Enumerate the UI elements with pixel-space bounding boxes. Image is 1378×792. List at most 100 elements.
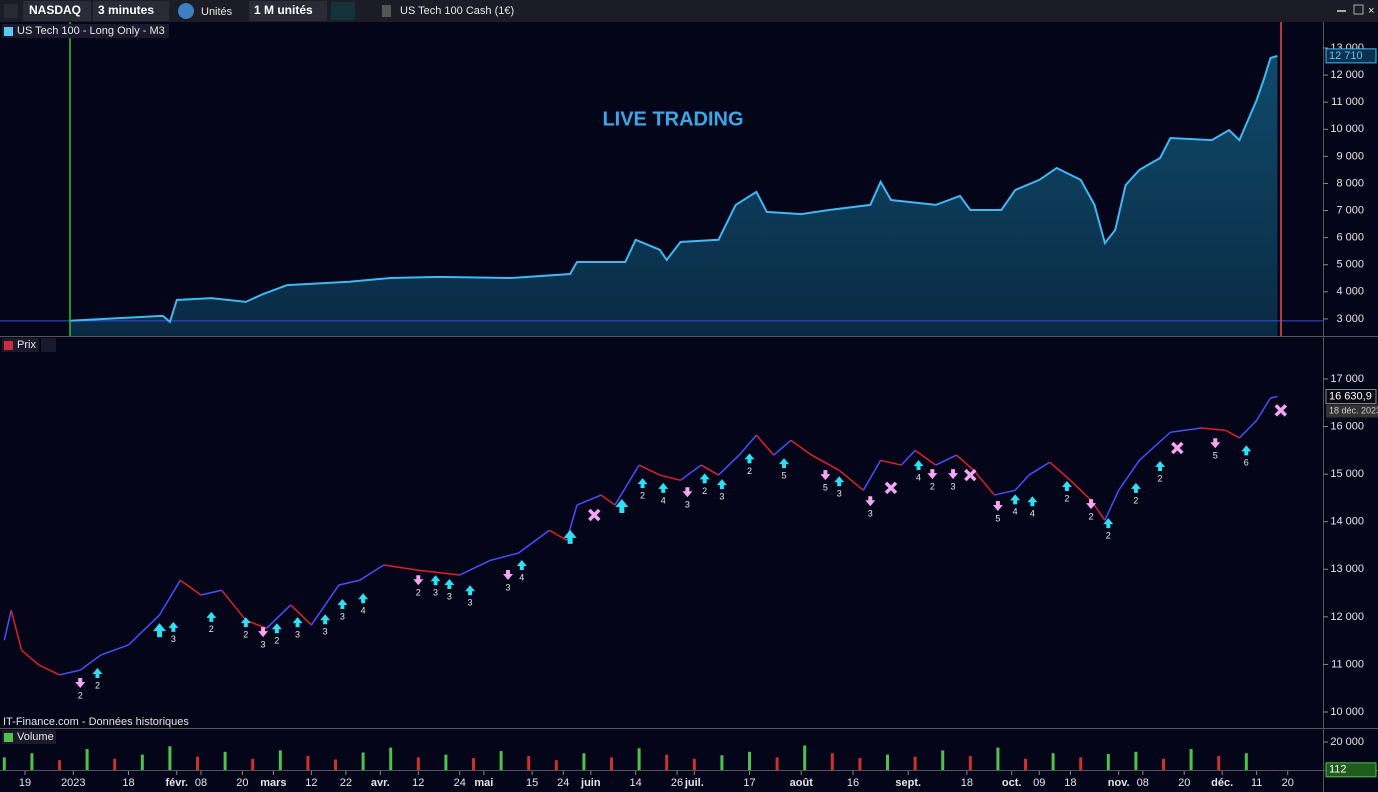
x-tick-label: 12 bbox=[305, 777, 317, 789]
x-tick-label: 19 bbox=[19, 777, 31, 789]
instrument-select[interactable] bbox=[23, 1, 91, 21]
price-segment bbox=[338, 579, 360, 586]
signal-count: 4 bbox=[661, 495, 666, 505]
y-tick-label: 14 000 bbox=[1330, 516, 1364, 528]
x-tick-label: 18 bbox=[122, 777, 134, 789]
entry-arrow bbox=[563, 529, 577, 544]
units-icon[interactable] bbox=[178, 3, 194, 19]
volume-bar bbox=[1134, 751, 1138, 770]
volume-bar bbox=[610, 757, 614, 770]
maximize[interactable] bbox=[1353, 4, 1364, 15]
close[interactable]: × bbox=[1368, 5, 1374, 17]
price-segment bbox=[717, 454, 740, 476]
last-date-label: 18 déc. 2023 bbox=[1329, 405, 1378, 415]
y-tick-label: 5 000 bbox=[1336, 259, 1364, 271]
buy-arrow bbox=[834, 476, 845, 487]
volume-bar bbox=[1024, 758, 1028, 770]
exit-mark bbox=[1171, 441, 1184, 455]
price-segment bbox=[21, 649, 40, 666]
volume-bar bbox=[996, 747, 1000, 770]
x-tick-label: 15 bbox=[526, 777, 538, 789]
signal-count: 2 bbox=[930, 481, 935, 491]
volume-bar bbox=[941, 750, 945, 770]
volume-bar bbox=[223, 751, 227, 770]
x-tick-label: 22 bbox=[340, 777, 352, 789]
units-select[interactable] bbox=[249, 1, 327, 21]
last-value-box bbox=[1325, 48, 1377, 64]
y-tick-label: 10 000 bbox=[1330, 706, 1364, 718]
buy-arrow bbox=[779, 458, 790, 469]
units-label[interactable]: Unités bbox=[201, 6, 233, 18]
panel-title: Volume bbox=[17, 731, 54, 743]
price-segment bbox=[973, 469, 996, 496]
volume-bar bbox=[30, 753, 34, 770]
volume-bar bbox=[886, 754, 890, 770]
price-segment bbox=[773, 439, 792, 456]
price-segment bbox=[490, 552, 519, 561]
x-tick-label: 24 bbox=[454, 777, 466, 789]
signal-count: 5 bbox=[995, 513, 1000, 523]
exit-mark bbox=[964, 468, 977, 482]
panel-title: US Tech 100 - Long Only - M3 bbox=[17, 25, 165, 37]
volume-bar bbox=[113, 758, 117, 770]
x-tick-label: 11 bbox=[1251, 777, 1262, 789]
info-icon[interactable] bbox=[382, 5, 391, 17]
price-segment bbox=[1069, 479, 1092, 501]
volume-bar bbox=[1189, 749, 1193, 770]
instrument[interactable]: NASDAQ bbox=[29, 3, 81, 17]
buy-arrow bbox=[1061, 481, 1072, 492]
price-segment bbox=[1104, 489, 1120, 521]
x-tick-label: févr. bbox=[165, 777, 188, 789]
price-segment bbox=[265, 604, 292, 629]
buy-arrow bbox=[1241, 445, 1252, 456]
signal-count: 3 bbox=[951, 481, 956, 491]
signal-count: 2 bbox=[640, 491, 645, 501]
timeframe-select[interactable] bbox=[93, 1, 169, 21]
annotation: LIVE TRADING bbox=[602, 108, 743, 130]
panel-header bbox=[2, 24, 169, 38]
signal-count: 2 bbox=[1064, 493, 1069, 503]
entry-arrow bbox=[615, 498, 629, 513]
y-tick-label: 9 000 bbox=[1336, 150, 1364, 162]
volume-bar bbox=[168, 746, 172, 770]
signal-count: 3 bbox=[261, 639, 266, 649]
price-segment bbox=[994, 489, 1016, 496]
price-segment bbox=[1028, 461, 1051, 476]
price-segment bbox=[659, 474, 681, 482]
chart-icon[interactable] bbox=[4, 4, 18, 18]
chart-layers: 3 000 4 000 5 000 6 000 7 000 8 000 9 000 10 00… bbox=[0, 42, 1378, 789]
buy-arrow bbox=[637, 478, 648, 489]
volume-bar bbox=[748, 751, 752, 770]
units[interactable]: 1 M unités bbox=[254, 3, 313, 17]
price-segment bbox=[10, 610, 23, 651]
volume-bar bbox=[775, 757, 779, 770]
signal-count: 3 bbox=[171, 634, 176, 644]
signal-count: 3 bbox=[719, 491, 724, 501]
y-tick-label: 13 000 bbox=[1330, 563, 1364, 575]
buy-arrow bbox=[358, 593, 369, 604]
signal-count: 5 bbox=[823, 482, 828, 492]
entry-arrow bbox=[153, 623, 167, 638]
signal-count: 2 bbox=[702, 486, 707, 496]
indicator-icon[interactable] bbox=[331, 2, 355, 20]
volume-bar bbox=[858, 758, 862, 770]
volume-bar bbox=[416, 757, 420, 770]
price-segment bbox=[38, 664, 60, 676]
price-segment bbox=[127, 614, 161, 646]
signal-count: 2 bbox=[1106, 531, 1111, 541]
volume-bar bbox=[803, 745, 807, 770]
y-tick-label: 10 000 bbox=[1330, 123, 1364, 135]
last-value-label: 16 630,9 bbox=[1329, 390, 1372, 402]
volume-bar bbox=[85, 749, 89, 770]
y-tick-label: 12 000 bbox=[1330, 69, 1364, 81]
sell-arrow bbox=[413, 575, 424, 586]
x-tick-label: 08 bbox=[1137, 777, 1149, 789]
signal-count: 6 bbox=[1244, 458, 1249, 468]
y-tick-label: 3 000 bbox=[1336, 313, 1364, 325]
price-segment bbox=[1049, 461, 1071, 481]
signal-count: 3 bbox=[868, 509, 873, 519]
minimize[interactable] bbox=[1337, 10, 1346, 12]
timeframe[interactable]: 3 minutes bbox=[98, 3, 154, 17]
list-button[interactable] bbox=[41, 338, 56, 352]
signal-count: 3 bbox=[468, 598, 473, 608]
